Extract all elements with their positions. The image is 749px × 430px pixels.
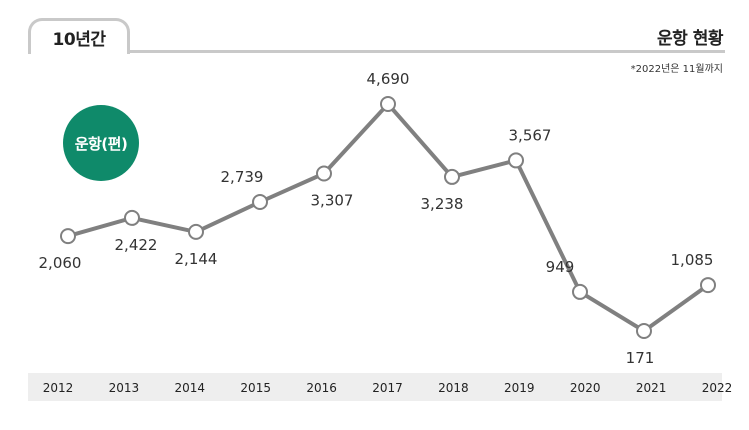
data-point-2019[interactable] bbox=[508, 152, 524, 169]
data-point-2016[interactable] bbox=[316, 165, 332, 182]
data-label-2018: 3,238 bbox=[421, 195, 464, 213]
data-label-2021: 171 bbox=[626, 349, 655, 367]
x-axis-bar bbox=[28, 373, 722, 401]
data-label-2022: 1,085 bbox=[671, 251, 714, 269]
period-tab[interactable]: 10년간 bbox=[28, 18, 130, 54]
period-tab-label: 10년간 bbox=[52, 30, 106, 50]
x-tick-label-2021: 2021 bbox=[636, 381, 667, 395]
x-tick-label-2014: 2014 bbox=[175, 381, 206, 395]
x-tick-label-2012: 2012 bbox=[43, 381, 74, 395]
data-label-2019: 3,567 bbox=[509, 126, 552, 144]
x-tick-label-2017: 2017 bbox=[372, 381, 403, 395]
chart-title: 운항 현황 bbox=[657, 29, 723, 49]
unit-badge: 운항(편) bbox=[63, 105, 139, 181]
x-tick-label-2022: 2022 bbox=[702, 381, 733, 395]
data-label-2020: 949 bbox=[546, 258, 575, 276]
x-tick-label-2015: 2015 bbox=[240, 381, 271, 395]
header-divider bbox=[130, 50, 725, 53]
data-point-2014[interactable] bbox=[188, 223, 204, 240]
data-label-2012: 2,060 bbox=[39, 254, 82, 272]
series-line bbox=[66, 102, 710, 333]
footnote: *2022년은 11월까지 bbox=[630, 64, 723, 75]
x-tick-label-2016: 2016 bbox=[306, 381, 337, 395]
x-tick-label-2018: 2018 bbox=[438, 381, 469, 395]
x-tick-label-2019: 2019 bbox=[504, 381, 535, 395]
data-label-2017: 4,690 bbox=[367, 70, 410, 88]
data-label-2015: 2,739 bbox=[221, 168, 264, 186]
data-label-2016: 3,307 bbox=[311, 191, 354, 209]
unit-badge-label: 운항(편) bbox=[74, 134, 128, 153]
data-point-2022[interactable] bbox=[700, 277, 716, 294]
data-point-2017[interactable] bbox=[380, 96, 396, 112]
data-label-2013: 2,422 bbox=[115, 236, 158, 254]
x-tick-label-2013: 2013 bbox=[109, 381, 140, 395]
data-point-2021[interactable] bbox=[636, 323, 652, 339]
data-point-2018[interactable] bbox=[444, 168, 460, 185]
data-label-2014: 2,144 bbox=[175, 250, 218, 268]
data-point-2012[interactable] bbox=[60, 228, 76, 245]
data-point-2020[interactable] bbox=[572, 283, 588, 300]
x-tick-label-2020: 2020 bbox=[570, 381, 601, 395]
data-point-2013[interactable] bbox=[124, 209, 140, 226]
data-point-2015[interactable] bbox=[252, 194, 268, 211]
